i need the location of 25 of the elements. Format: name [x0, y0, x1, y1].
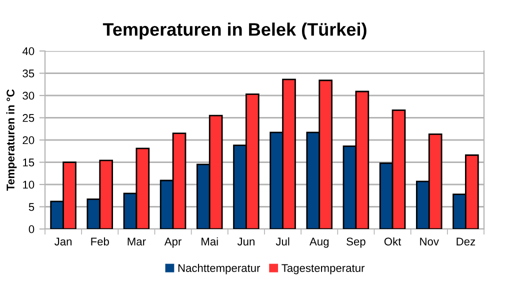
legend-label: Nachttemperatur — [178, 264, 260, 274]
y-tick-label: 20 — [22, 136, 34, 144]
y-tick-label: 35 — [22, 70, 34, 78]
x-tick-label: Apr — [164, 238, 182, 248]
y-tick-label: 40 — [22, 47, 34, 56]
y-axis-title: Temperaturen in °C — [6, 89, 17, 191]
x-tick-label: Nov — [420, 238, 439, 246]
x-tick-label: Jul — [276, 237, 290, 246]
x-tick-label: Feb — [91, 237, 109, 246]
x-tick-label: Dez — [456, 238, 476, 246]
y-tick-label: 15 — [23, 158, 34, 166]
x-tick-label: Aug — [310, 238, 329, 248]
x-tick-label: Mai — [202, 237, 218, 246]
x-tick-label: Jun — [237, 238, 254, 246]
y-tick-label: 25 — [22, 114, 34, 122]
y-tick-label: 5 — [28, 203, 34, 211]
x-tick-label: Mar — [128, 238, 146, 246]
chart-title: Temperaturen in Belek (Türkei) — [102, 22, 366, 40]
x-tick-label: Jan — [54, 238, 72, 246]
x-tick-label: Sep — [346, 238, 366, 248]
y-tick-label: 30 — [22, 92, 34, 100]
legend-label: Tagestemperatur — [282, 264, 365, 274]
x-tick-label: Okt — [384, 237, 402, 246]
y-tick-label: 0 — [28, 225, 34, 234]
y-tick-label: 10 — [23, 180, 34, 189]
